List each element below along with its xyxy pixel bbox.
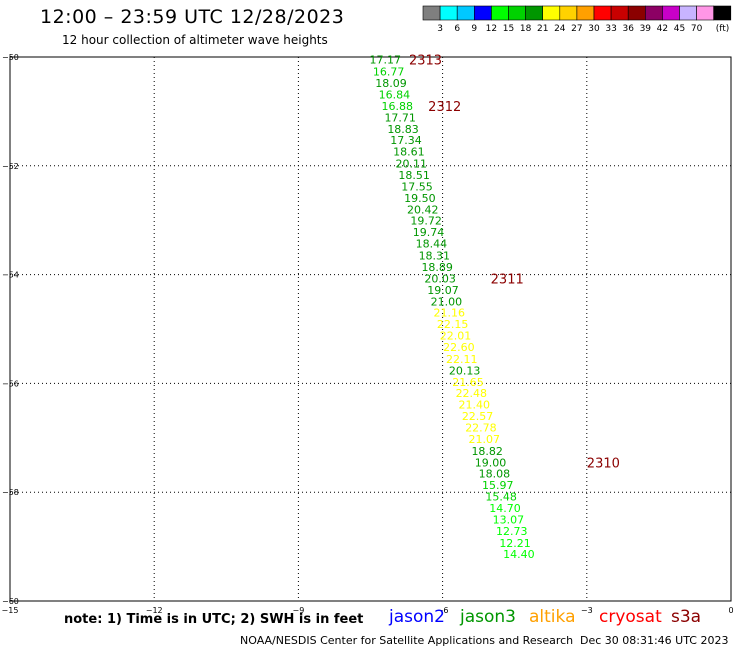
data-point: 22.60 [443, 341, 475, 354]
data-point: 21.40 [458, 399, 490, 412]
data-point: 16.88 [382, 100, 414, 113]
data-point: 19.74 [413, 226, 445, 239]
time-label: 2311 [491, 272, 524, 287]
data-point: 12.21 [499, 537, 531, 550]
data-point: 21.16 [433, 307, 465, 320]
y-tick-label: −50 [2, 53, 19, 62]
y-tick-label: −60 [2, 597, 19, 606]
x-tick-label: −3 [581, 606, 593, 615]
data-point: 16.84 [379, 89, 411, 102]
x-tick-label: −12 [146, 606, 163, 615]
data-point: 19.72 [410, 215, 442, 228]
data-point: 20.42 [407, 203, 439, 216]
page-title: 12:00 – 23:59 UTC 12/28/2023 [40, 6, 345, 28]
data-point: 19.50 [404, 192, 436, 205]
legend-cryosat: cryosat [599, 607, 662, 627]
data-point: 18.51 [398, 169, 430, 182]
data-point: 17.17 [370, 54, 402, 67]
data-point: 17.55 [401, 180, 433, 193]
colorbar-tick-label: 12 [486, 24, 497, 34]
colorbar-tick-label: 70 [691, 24, 703, 34]
data-point: 18.08 [479, 468, 511, 481]
data-point: 13.07 [493, 513, 525, 526]
data-point: 22.78 [465, 421, 497, 434]
data-point: 15.48 [485, 491, 517, 504]
time-label: 2313 [409, 54, 442, 69]
colorbar-tick-label: 21 [537, 24, 548, 34]
data-point: 18.44 [416, 238, 448, 251]
data-point: 18.09 [375, 77, 407, 90]
data-point: 16.77 [373, 66, 405, 79]
data-point: 18.89 [421, 261, 453, 274]
footer-timestamp: Dec 30 08:31:46 UTC 2023 [580, 634, 729, 647]
colorbar-swatch [713, 5, 732, 21]
chart-note: note: 1) Time is in UTC; 2) SWH is in fe… [64, 612, 364, 627]
colorbar-tick-label: 42 [657, 24, 668, 34]
colorbar-tick-label: 45 [674, 24, 685, 34]
time-label: 2312 [428, 100, 461, 115]
data-point: 20.11 [395, 158, 427, 171]
page-subtitle: 12 hour collection of altimeter wave hei… [62, 33, 328, 47]
data-point: 21.07 [469, 433, 501, 446]
colorbar-tick-label: 30 [588, 24, 600, 34]
data-point: 21.00 [431, 295, 463, 308]
data-point: 22.57 [462, 410, 494, 423]
colorbar-unit: (ft) [716, 24, 730, 34]
legend-altika: altika [529, 607, 576, 627]
data-point: 20.13 [449, 364, 481, 377]
data-point: 18.83 [387, 123, 419, 136]
data-point: 15.97 [482, 479, 513, 492]
data-point: 19.00 [475, 456, 507, 469]
colorbar-tick-label: 36 [622, 24, 634, 34]
colorbar-tick-label: 39 [640, 24, 652, 34]
data-point: 12.73 [496, 525, 527, 538]
footer-credit: NOAA/NESDIS Center for Satellite Applica… [240, 634, 574, 647]
colorbar: 3 6 9 12 15 18 21 24 27 30 33 36 39 42 45 70 (ft) [422, 5, 732, 34]
colorbar-tick-label: 15 [503, 24, 514, 34]
data-point: 19.07 [427, 284, 459, 297]
data-point: 18.31 [419, 250, 451, 263]
x-tick-label: −6 [437, 606, 449, 615]
data-point: 17.34 [390, 134, 422, 147]
x-tick-label: 0 [728, 606, 733, 615]
colorbar-tick-label: 33 [605, 24, 616, 34]
y-tick-label: −58 [2, 488, 19, 497]
data-point: 22.01 [440, 330, 472, 343]
colorbar-tick-label: 27 [571, 24, 582, 34]
x-tick-label: −15 [2, 606, 19, 615]
colorbar-tick-label: 6 [454, 24, 460, 34]
data-point: 20.03 [424, 272, 456, 285]
plot-frame [9, 56, 732, 602]
legend-jason2: jason2 [389, 607, 445, 627]
data-point: 14.40 [503, 548, 535, 561]
data-point: 18.61 [393, 146, 425, 159]
colorbar-tick-label: 18 [520, 24, 532, 34]
data-point: 22.48 [456, 387, 488, 400]
data-point: 22.15 [437, 318, 469, 331]
x-tick-label: −9 [293, 606, 305, 615]
data-point: 17.71 [384, 111, 416, 124]
colorbar-tick-label: 24 [554, 24, 566, 34]
data-point: 21.65 [452, 376, 484, 389]
data-point: 14.70 [489, 502, 521, 515]
y-tick-label: −52 [2, 162, 19, 171]
legend-jason3: jason3 [460, 607, 516, 627]
y-tick-label: −56 [2, 379, 19, 388]
time-label: 2310 [587, 456, 620, 471]
y-tick-label: −54 [2, 271, 19, 280]
legend-s3a: s3a [671, 607, 702, 627]
colorbar-tick-label: 9 [471, 24, 477, 34]
data-point: 18.82 [471, 445, 503, 458]
colorbar-tick-label: 3 [437, 24, 443, 34]
data-point: 22.11 [446, 353, 478, 366]
